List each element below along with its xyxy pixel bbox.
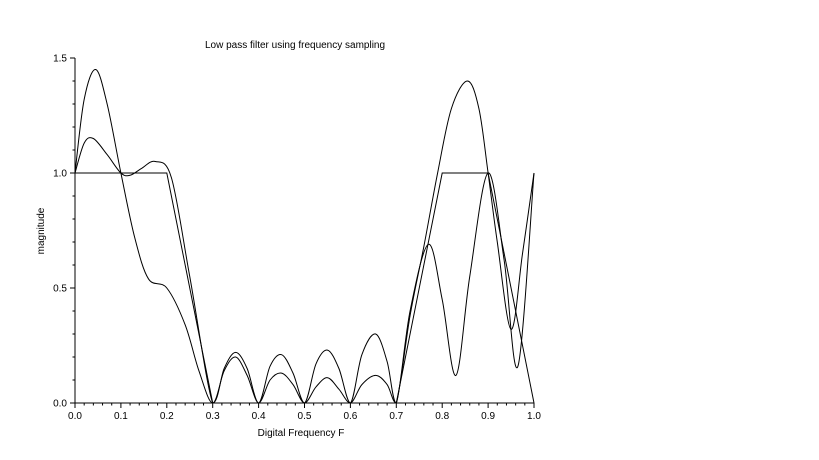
- x-tick-label: 0.0: [68, 411, 82, 422]
- x-tick-label: 0.7: [389, 411, 403, 422]
- axes: [74, 58, 534, 404]
- x-tick-label: 0.1: [114, 411, 128, 422]
- x-tick-label: 0.6: [343, 411, 357, 422]
- x-axis-title: Digital Frequency F: [258, 428, 345, 439]
- x-tick-label: 0.8: [435, 411, 449, 422]
- y-tick-label: 0.0: [53, 399, 67, 410]
- x-ticks: 0.0 0.1 0.2 0.3 0.4 0.5 0.6 0.7 0.8 0.9 1.0: [68, 403, 541, 422]
- y-tick-label: 0.5: [53, 284, 67, 295]
- y-tick-label: 1.0: [53, 169, 67, 180]
- x-tick-label: 0.3: [206, 411, 220, 422]
- x-tick-label: 0.4: [252, 411, 266, 422]
- plot-lines: [74, 69, 535, 404]
- series-line-1: [75, 172, 535, 404]
- x-tick-label: 1.0: [527, 411, 541, 422]
- series-line-3: [74, 137, 535, 404]
- y-axis-title: magnitude: [36, 207, 47, 254]
- x-tick-label: 0.2: [160, 411, 174, 422]
- chart-title: Low pass filter using frequency sampling: [205, 40, 385, 51]
- y-ticks: 0.0 0.5 1.0 1.5: [53, 54, 75, 410]
- x-tick-label: 0.9: [481, 411, 495, 422]
- x-tick-label: 0.5: [298, 411, 312, 422]
- y-tick-label: 1.5: [53, 54, 67, 65]
- series-line-2: [74, 69, 535, 404]
